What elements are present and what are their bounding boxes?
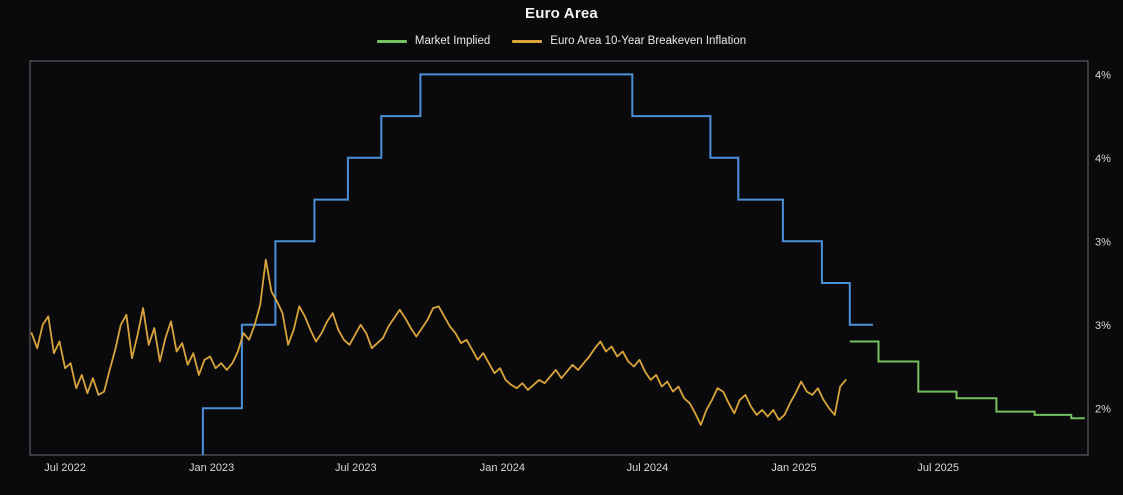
legend-label: Market Implied — [414, 35, 491, 47]
x-axis-label: Jul 2025 — [917, 462, 959, 474]
chart-title: Euro Area — [525, 5, 598, 22]
plot-border — [29, 60, 1089, 456]
y-axis-label: 4% — [1095, 69, 1111, 81]
legend-swatch-market-implied — [376, 39, 407, 43]
x-axis-label: Jan 2025 — [771, 462, 816, 474]
legend-label: Euro Area 10-Year Breakeven Inflation — [550, 35, 747, 47]
x-axis-label: Jan 2024 — [480, 462, 525, 474]
x-axis-label: Jan 2023 — [189, 462, 234, 474]
chart-legend: Market Implied Euro Area 10-Year Breakeve… — [0, 35, 1123, 47]
y-axis-label: 3% — [1095, 320, 1111, 332]
breakeven-10y-line — [30, 258, 847, 426]
legend-item-market-implied[interactable]: Market Implied — [376, 35, 491, 47]
x-axis-label: Jul 2024 — [627, 462, 669, 474]
x-axis-label: Jul 2022 — [44, 462, 86, 474]
y-axis-label: 4% — [1095, 153, 1111, 165]
y-axis-label: 2% — [1095, 403, 1111, 415]
x-axis-label: Jul 2023 — [335, 462, 377, 474]
policy-rate-line — [201, 73, 873, 455]
y-axis-label: 3% — [1095, 236, 1111, 248]
market-implied-line — [849, 340, 1085, 420]
legend-item-breakeven-10y[interactable]: Euro Area 10-Year Breakeven Inflation — [512, 35, 746, 47]
legend-swatch-breakeven-10y — [512, 39, 543, 43]
